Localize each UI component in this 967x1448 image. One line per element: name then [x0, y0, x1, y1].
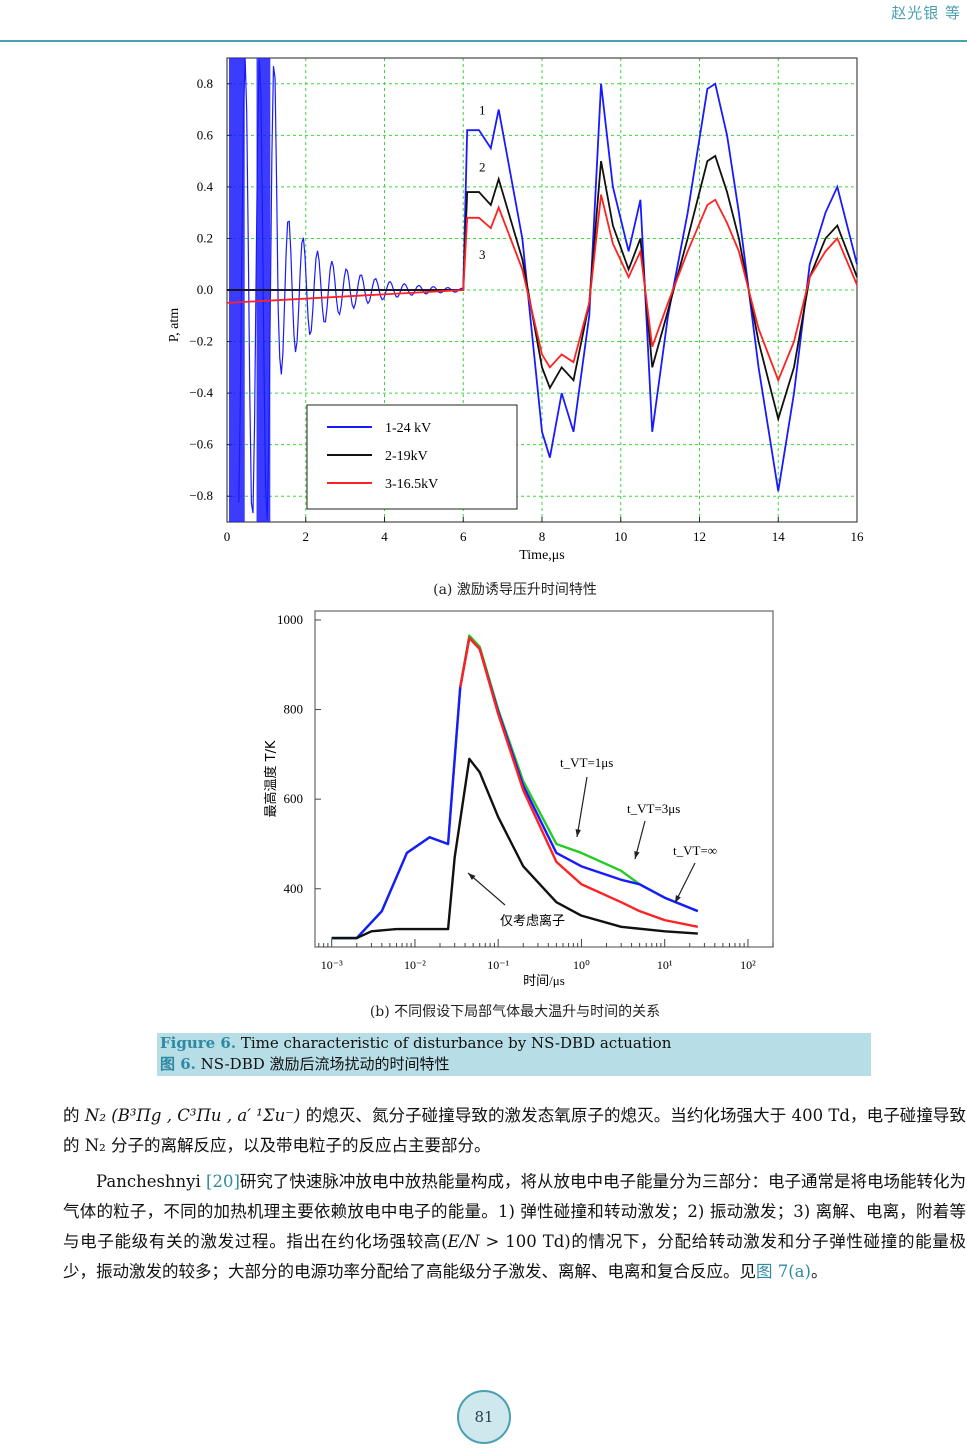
y-tick-label: 400 [284, 881, 304, 896]
x-tick-label: 10⁻¹ [487, 958, 509, 972]
figure-b-chart: 10⁻³ 10⁻² 10⁻¹ 10⁰ 10¹ 10² 1000 800 600 400 时间/μs 最… [263, 610, 774, 988]
y-tick-label: 800 [284, 702, 304, 717]
annotation-label: t_VT=1μs [560, 755, 613, 770]
x-tick-label: 12 [693, 529, 706, 544]
annotation-label: t_VT=3μs [627, 801, 680, 816]
p2-text-1: 研究了快速脉冲放电中放热能量构成，将从放电中电子能量分为三部分：电子通常是将电场… [63, 1172, 966, 1251]
series-2-line [331, 636, 699, 940]
p2-text-3: 。 [810, 1262, 828, 1281]
y-tick-label: 0.0 [197, 282, 213, 297]
y-axis-label: P, atm [167, 308, 182, 342]
legend-label: 2-19kV [385, 449, 428, 464]
page-number: 81 [457, 1390, 511, 1444]
y-tick-label: 0.8 [197, 76, 213, 91]
p1-start: 的 [63, 1106, 85, 1125]
series-3-line [226, 194, 858, 383]
y-tick-label: −0.2 [189, 334, 213, 349]
plot-frame [314, 610, 774, 948]
series-2-line [226, 154, 858, 423]
x-tick-label: 14 [772, 529, 786, 544]
paragraph-1: 的 N₂ (B³Πg , C³Πu , a′ ¹Σu⁻) 的熄灭、氮分子碰撞导致… [63, 1101, 966, 1161]
paragraph-2: Pancheshnyi [20]研究了快速脉冲放电中放热能量构成，将从放电中电子… [63, 1167, 966, 1287]
x-tick-label: 0 [224, 529, 231, 544]
series-1-line [331, 634, 699, 940]
x-axis-label: 时间/μs [523, 973, 565, 988]
x-tick-label: 2 [303, 529, 310, 544]
figure-link[interactable]: 图 7(a) [756, 1262, 811, 1281]
caption-en-text: Time characteristic of disturbance by NS… [236, 1034, 672, 1052]
annotation-label: t_VT=∞ [673, 843, 717, 858]
x-tick-label: 4 [381, 529, 388, 544]
x-tick-label: 6 [460, 529, 467, 544]
citation-link[interactable]: [20] [206, 1172, 240, 1191]
y-tick-label: 0.4 [197, 179, 214, 194]
header-rule [0, 40, 967, 42]
y-tick-label: −0.8 [189, 488, 213, 503]
annotation-arrowhead [468, 873, 476, 880]
legend-box [306, 404, 518, 510]
p2-en: E/N [447, 1232, 480, 1251]
annotation-arrow [467, 872, 506, 906]
figure-a: 0 2 4 6 8 10 12 14 16 0.8 0.6 0.4 0.2 0.0 −0.2 −0.4 −0.6… [160, 50, 870, 575]
x-tick-label: 10⁰ [573, 958, 590, 972]
series-3-line [459, 636, 699, 929]
y-tick-label: 600 [284, 791, 304, 806]
x-tick-label: 10¹ [657, 958, 673, 972]
caption-english: Figure 6. Time characteristic of disturb… [157, 1033, 871, 1054]
series-3-path [226, 194, 858, 383]
y-tick-label: −0.4 [189, 385, 213, 400]
x-tick-label: 8 [539, 529, 546, 544]
running-head-authors: 赵光银 等 [891, 4, 961, 22]
annotation-label: 仅考虑离子 [500, 913, 565, 929]
x-tick-label: 10⁻³ [321, 958, 343, 972]
figure-b-sublabel: (b) 不同假设下局部气体最大温升与时间的关系 [369, 1004, 661, 1020]
x-tick-label: 10 [614, 529, 627, 544]
y-tick-label: −0.6 [189, 437, 213, 452]
legend-label: 1-24 kV [385, 421, 431, 436]
figure-caption: Figure 6. Time characteristic of disturb… [157, 1033, 871, 1076]
p2-author: Pancheshnyi [96, 1172, 207, 1191]
y-axis-label: 最高温度 T/K [263, 740, 279, 817]
x-tick-label: 10² [740, 958, 756, 972]
x-axis-label: Time,μs [519, 548, 565, 563]
p2-text-2: > 100 Td)的情况下，分配给转动激发和分子弹性碰撞的能量极少，振动激发的较… [63, 1232, 967, 1281]
caption-en-prefix: Figure 6. [160, 1034, 237, 1052]
x-tick-label: 10⁻² [404, 958, 426, 972]
series-1-oscillation [238, 57, 463, 520]
series-2-path [331, 636, 699, 940]
caption-zh-text: NS-DBD 激励后流场扰动的时间特性 [195, 1055, 450, 1073]
annotation-arrowhead [634, 851, 640, 859]
curve-label-1: 1 [479, 103, 486, 118]
y-tick-label: 0.2 [197, 230, 213, 245]
legend: 1-24 kV 2-19kV 3-16.5kV [306, 404, 518, 510]
y-tick-label: 1000 [277, 612, 303, 627]
figure-b: 10⁻³ 10⁻² 10⁻¹ 10⁰ 10¹ 10² 1000 800 600 400 时间/μs 最… [255, 605, 785, 995]
figure-a-chart: 0 2 4 6 8 10 12 14 160.80.60.40.20.0−0.2−0.4−0.6… [167, 57, 865, 563]
curve-label-2: 2 [479, 159, 486, 174]
series-4-line [331, 757, 698, 940]
curve-label-3: 3 [479, 247, 486, 262]
legend-label: 3-16.5kV [385, 477, 438, 492]
annotation-arrowhead [675, 895, 681, 903]
series-2-path [227, 154, 858, 423]
y-tick-label: 0.6 [197, 127, 214, 142]
x-tick-label: 16 [851, 529, 865, 544]
p1-rest: 的熄灭、氮分子碰撞导致的激发态氧原子的熄灭。当约化场强大于 400 Td，电子碰… [63, 1106, 966, 1155]
caption-chinese: 图 6. NS-DBD 激励后流场扰动的时间特性 [157, 1054, 871, 1075]
page-header: 赵光银 等 [0, 0, 967, 42]
annotation-arrow [576, 776, 588, 838]
annotation-arrowhead [575, 829, 581, 837]
series-4-path [331, 757, 698, 940]
figure-a-sublabel: (a) 激励诱导压升时间特性 [433, 582, 597, 598]
series-1-path [331, 634, 699, 940]
series-3-path [459, 636, 699, 929]
p1-formula: N₂ (B³Πg , C³Πu , a′ ¹Σu⁻) [84, 1106, 301, 1125]
caption-zh-prefix: 图 6. [160, 1055, 196, 1073]
